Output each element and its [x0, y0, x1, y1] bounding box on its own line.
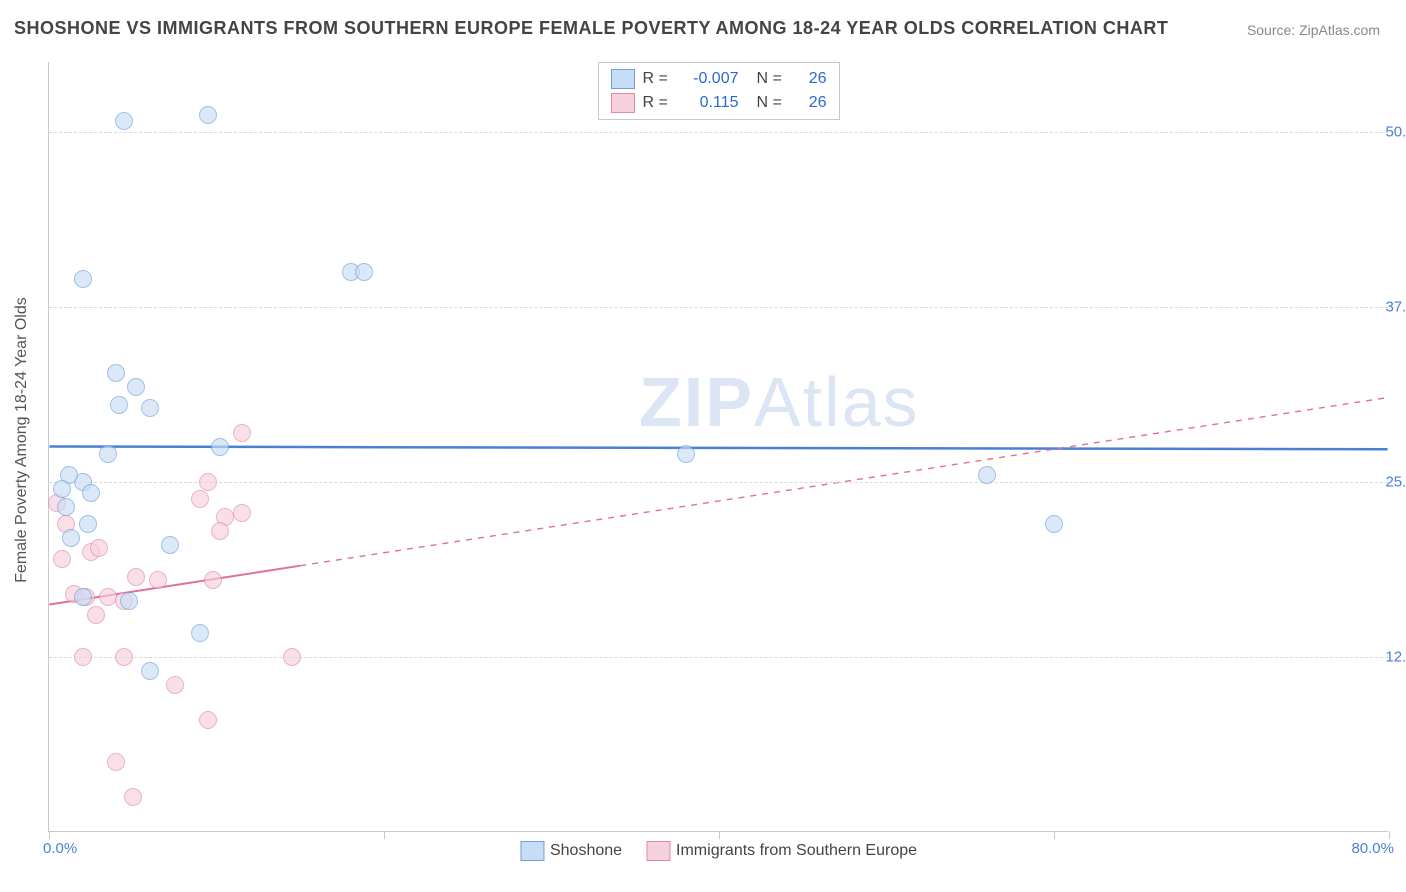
data-point — [233, 424, 251, 442]
data-point — [355, 263, 373, 281]
data-point — [211, 522, 229, 540]
data-point — [107, 753, 125, 771]
data-point — [74, 648, 92, 666]
x-tick — [719, 831, 720, 839]
data-point — [115, 648, 133, 666]
data-point — [90, 539, 108, 557]
data-point — [191, 624, 209, 642]
legend-item: Shoshone — [520, 841, 622, 861]
data-point — [87, 606, 105, 624]
y-axis-label: Female Poverty Among 18-24 Year Olds — [13, 297, 31, 583]
data-point — [677, 445, 695, 463]
data-point — [161, 536, 179, 554]
data-point — [199, 106, 217, 124]
gridline — [49, 132, 1388, 133]
x-axis-max-label: 80.0% — [1351, 840, 1394, 857]
data-point — [283, 648, 301, 666]
x-tick — [384, 831, 385, 839]
data-point — [74, 270, 92, 288]
data-point — [53, 550, 71, 568]
data-point — [191, 490, 209, 508]
data-point — [166, 676, 184, 694]
data-point — [141, 662, 159, 680]
legend-n-value: 26 — [797, 94, 827, 112]
series-legend: Shoshone Immigrants from Southern Europe — [520, 841, 917, 861]
data-point — [99, 445, 117, 463]
correlation-legend: R = -0.007 N = 26 R = 0.115 N = 26 — [598, 62, 840, 120]
data-point — [82, 484, 100, 502]
data-point — [211, 438, 229, 456]
gridline — [49, 482, 1388, 483]
data-point — [141, 399, 159, 417]
x-axis-min-label: 0.0% — [43, 840, 77, 857]
data-point — [57, 498, 75, 516]
plot-area: ZIPAtlas R =-0.007N =26R =0.115N =26 Sho… — [48, 62, 1388, 832]
data-point — [199, 473, 217, 491]
legend-row: R = -0.007 N = 26 — [611, 67, 827, 91]
watermark-light: Atlas — [754, 363, 920, 441]
legend-row: R = 0.115 N = 26 — [611, 91, 827, 115]
gridline — [49, 657, 1388, 658]
data-point — [127, 378, 145, 396]
data-point — [233, 504, 251, 522]
x-tick — [49, 831, 50, 839]
legend-swatch — [520, 841, 544, 861]
data-point — [62, 529, 80, 547]
y-tick-label: 25.0% — [1348, 474, 1406, 491]
chart-title: SHOSHONE VS IMMIGRANTS FROM SOUTHERN EUR… — [14, 18, 1168, 39]
trend-lines-layer — [49, 62, 1388, 831]
data-point — [124, 788, 142, 806]
legend-r-value: -0.007 — [683, 70, 739, 88]
watermark-bold: ZIP — [639, 363, 754, 441]
legend-r-value: 0.115 — [683, 94, 739, 112]
legend-swatch — [646, 841, 670, 861]
legend-swatch — [611, 69, 635, 89]
data-point — [127, 568, 145, 586]
legend-item: Immigrants from Southern Europe — [646, 841, 917, 861]
trend-line-solid — [49, 447, 1387, 450]
data-point — [199, 711, 217, 729]
data-point — [978, 466, 996, 484]
source-label: Source: ZipAtlas.com — [1247, 22, 1380, 38]
data-point — [79, 515, 97, 533]
y-tick-label: 12.5% — [1348, 649, 1406, 666]
data-point — [204, 571, 222, 589]
data-point — [149, 571, 167, 589]
data-point — [120, 592, 138, 610]
data-point — [107, 364, 125, 382]
x-tick — [1054, 831, 1055, 839]
data-point — [110, 396, 128, 414]
legend-r-label: R = — [643, 70, 675, 88]
chart-container: SHOSHONE VS IMMIGRANTS FROM SOUTHERN EUR… — [0, 0, 1406, 892]
legend-label: Immigrants from Southern Europe — [676, 842, 917, 859]
data-point — [53, 480, 71, 498]
watermark: ZIPAtlas — [639, 362, 920, 442]
legend-label: Shoshone — [550, 842, 622, 859]
data-point — [99, 588, 117, 606]
x-tick — [1389, 831, 1390, 839]
legend-r-label: R = — [643, 94, 675, 112]
data-point — [74, 588, 92, 606]
gridline — [49, 307, 1388, 308]
y-tick-label: 37.5% — [1348, 299, 1406, 316]
legend-n-label: N = — [757, 94, 789, 112]
data-point — [115, 112, 133, 130]
data-point — [1045, 515, 1063, 533]
y-tick-label: 50.0% — [1348, 124, 1406, 141]
legend-swatch — [611, 93, 635, 113]
legend-n-value: 26 — [797, 70, 827, 88]
legend-n-label: N = — [757, 70, 789, 88]
